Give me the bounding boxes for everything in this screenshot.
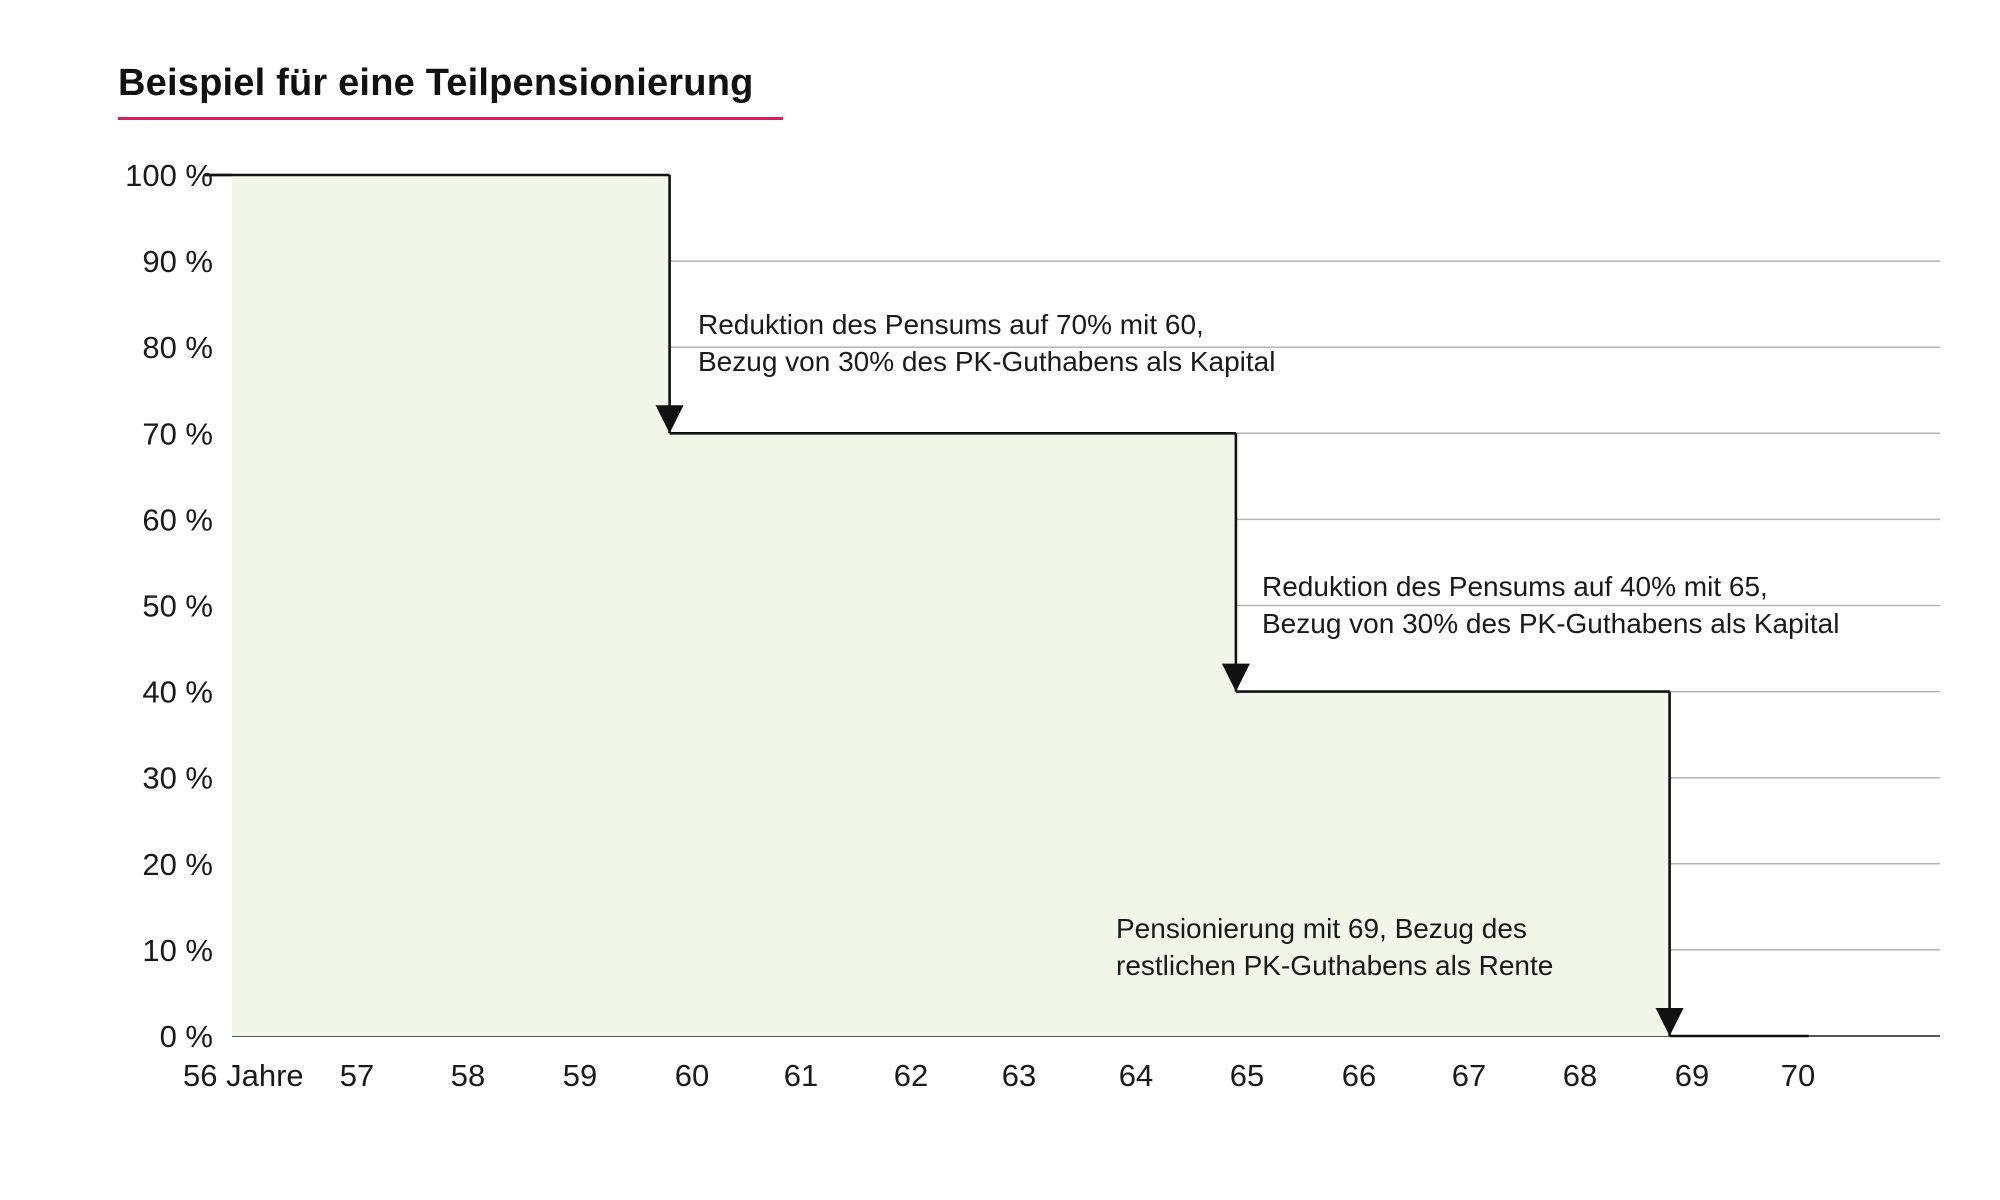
area-fill — [205, 175, 1809, 1036]
y-tick-labels: 0 % 10 % 20 % 30 % 40 % 50 % 60 % 70 % 80 % 90 % 1… — [125, 158, 213, 1054]
y-tick-label-30: 30 % — [142, 761, 213, 796]
y-tick-label-80: 80 % — [142, 330, 213, 365]
step-line-group — [205, 173, 1809, 1038]
y-tick-label-50: 50 % — [142, 589, 213, 624]
y-tick-label-20: 20 % — [142, 847, 213, 882]
x-tick-label-59: 59 — [563, 1058, 597, 1093]
annotation-3-line-2: restlichen PK-Guthabens als Rente — [1116, 950, 1553, 981]
x-tick-label-69: 69 — [1675, 1058, 1709, 1093]
y-tick-label-100: 100 % — [125, 158, 213, 193]
arrowhead-2 — [1221, 663, 1250, 692]
x-tick-label-65: 65 — [1230, 1058, 1264, 1093]
x-tick-label-66: 66 — [1342, 1058, 1376, 1093]
annotation-2-line-1: Reduktion des Pensums auf 40% mit 65, — [1262, 571, 1768, 602]
x-tick-label-68: 68 — [1563, 1058, 1597, 1093]
x-tick-label-70: 70 — [1781, 1058, 1815, 1093]
annotation-1-line-1: Reduktion des Pensums auf 70% mit 60, — [698, 309, 1204, 340]
y-tick-label-70: 70 % — [142, 416, 213, 451]
annotation-2-line-2: Bezug von 30% des PK-Guthabens als Kapit… — [1262, 608, 1839, 639]
y-tick-label-10: 10 % — [142, 933, 213, 968]
y-tick-label-60: 60 % — [142, 502, 213, 537]
y-tick-label-90: 90 % — [142, 244, 213, 279]
x-tick-label-56: 56 Jahre — [183, 1058, 304, 1093]
x-tick-labels: 56 Jahre 57 58 59 60 61 62 63 64 65 66 67 68 69 70 — [183, 1058, 1815, 1093]
x-tick-label-58: 58 — [451, 1058, 485, 1093]
title-underline — [118, 117, 783, 120]
arrowhead-1 — [655, 405, 684, 434]
annotation-3-line-1: Pensionierung mit 69, Bezug des — [1116, 913, 1527, 944]
x-tick-label-67: 67 — [1452, 1058, 1486, 1093]
chart-title: Beispiel für eine Teilpensionierung — [118, 62, 754, 104]
x-tick-label-62: 62 — [894, 1058, 928, 1093]
x-tick-label-60: 60 — [675, 1058, 709, 1093]
x-tick-label-61: 61 — [784, 1058, 818, 1093]
annotation-1-line-2: Bezug von 30% des PK-Guthabens als Kapit… — [698, 346, 1275, 377]
x-tick-label-57: 57 — [340, 1058, 374, 1093]
x-tick-label-63: 63 — [1002, 1058, 1036, 1093]
y-tick-label-40: 40 % — [142, 675, 213, 710]
y-tick-label-0: 0 % — [160, 1019, 213, 1054]
x-tick-label-64: 64 — [1119, 1058, 1153, 1093]
arrowhead-3 — [1655, 1008, 1684, 1036]
annotations: Reduktion des Pensums auf 70% mit 60, Bez… — [698, 309, 1839, 981]
